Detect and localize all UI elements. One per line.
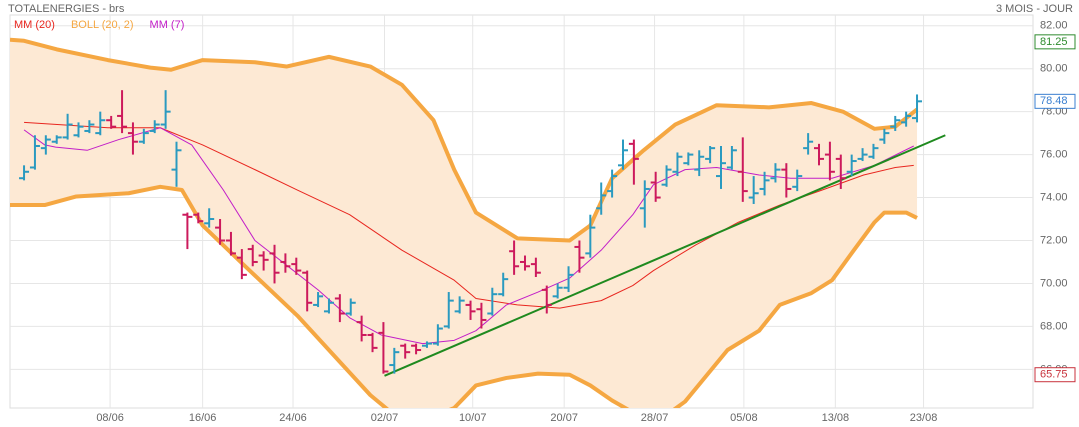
price-marker xyxy=(1034,367,1076,383)
band-lower xyxy=(10,184,918,408)
x-tick-label: 16/06 xyxy=(189,412,217,424)
plot-area xyxy=(10,37,946,408)
x-tick-label: 13/08 xyxy=(822,412,850,424)
y-tick-label: 76.00 xyxy=(1040,148,1068,160)
y-tick-label: 82.00 xyxy=(1040,20,1068,32)
x-tick-label: 28/07 xyxy=(641,412,669,424)
legend-entry: BOLL (20, 2) xyxy=(71,19,134,31)
price-marker-label: 65.75 xyxy=(1040,369,1068,381)
y-tick-label: 74.00 xyxy=(1040,191,1068,203)
price-marker xyxy=(1034,34,1076,50)
y-tick-label: 68.00 xyxy=(1040,320,1068,332)
chart-title: TOTALENERGIES - brs xyxy=(8,3,125,15)
y-tick-label: 80.00 xyxy=(1040,63,1068,75)
x-tick-label: 08/06 xyxy=(96,412,124,424)
x-tick-label: 20/07 xyxy=(550,412,578,424)
legend-entry: MM (7) xyxy=(150,19,185,31)
axes: 66.0068.0070.0072.0074.0076.0078.0080.00… xyxy=(14,19,1076,424)
x-tick-label: 23/08 xyxy=(910,412,938,424)
price-marker-label: 78.48 xyxy=(1040,95,1068,107)
y-tick-label: 72.00 xyxy=(1040,234,1068,246)
x-tick-label: 24/06 xyxy=(279,412,307,424)
x-tick-label: 05/08 xyxy=(730,412,758,424)
band-upper xyxy=(10,37,919,243)
band-fill xyxy=(10,39,918,408)
y-tick-label: 70.00 xyxy=(1040,277,1068,289)
price-marker xyxy=(1034,93,1076,109)
price-marker-label: 81.25 xyxy=(1040,36,1068,48)
plot-frame xyxy=(9,14,1034,409)
moving-average xyxy=(23,127,914,345)
x-tick-label: 10/07 xyxy=(459,412,487,424)
legend-entry: MM (20) xyxy=(14,19,55,31)
x-tick-label: 02/07 xyxy=(371,412,399,424)
chart-subtitle: 3 MOIS - JOUR xyxy=(996,3,1073,15)
